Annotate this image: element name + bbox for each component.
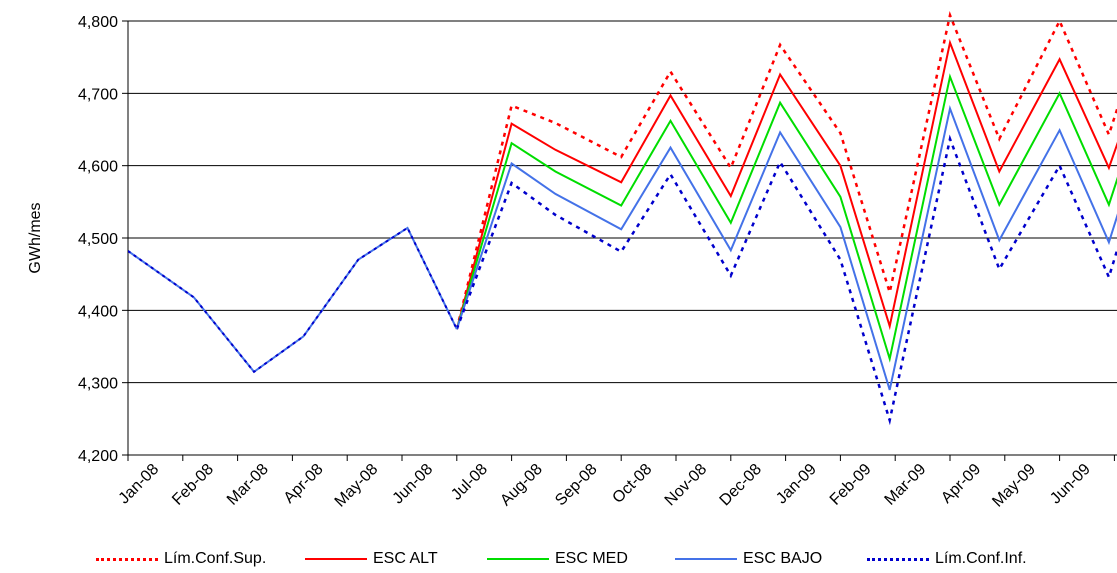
y-tick-label: 4,200 [78,448,118,465]
historical-line [128,226,458,374]
series-line-2 [455,73,1117,363]
gridlines [128,20,1117,456]
x-tick-label: Jul-08 [448,461,491,504]
x-tick-labels: Jan-08 Feb-08 Mar-08 Apr-08 May-08 Jun-08 Jul-… [116,461,1094,511]
series-line-1 [455,39,1117,331]
x-tick-label: Mar-08 [224,461,272,509]
series-lines [128,10,1117,426]
x-tick-label: Jan-08 [116,461,163,508]
line-chart: 4,200 4,300 4,400 4,500 4,600 4,700 4,800 Jan-… [27,10,1117,511]
legend-item-alt: ESC ALT [305,545,438,573]
x-tick-label: Nov-08 [662,461,711,510]
legend-item-sup: Lím.Conf.Sup. [96,545,266,573]
legend-item-inf: Lím.Conf.Inf. [867,545,1027,573]
x-tick-label: May-09 [989,461,1039,511]
x-tick-label: Dec-08 [717,461,766,510]
historical-line-overlay [128,226,458,374]
x-tick-label: Sep-08 [552,461,601,510]
x-tick-label: Jan-09 [773,461,820,508]
x-tick-label: Oct-08 [609,461,655,507]
legend-label-sup: Lím.Conf.Sup. [164,550,267,567]
legend-swatch-sup [96,557,158,561]
series-line-0 [455,10,1117,330]
legend-swatch-inf [867,557,929,561]
y-tick-label: 4,800 [78,14,118,31]
legend: Lím.Conf.Sup. ESC ALT ESC MED ESC BAJO L… [0,545,1117,573]
y-tick-label: 4,600 [78,159,118,176]
x-tick-label: Apr-08 [281,461,327,507]
axes [122,20,1115,461]
y-tick-label: 4,500 [78,231,118,248]
y-axis-label: GWh/mes [27,202,44,273]
legend-label-bajo: ESC BAJO [743,550,823,567]
x-tick-label: Apr-09 [938,461,984,507]
legend-label-med: ESC MED [555,550,628,567]
legend-item-bajo: ESC BAJO [675,545,822,573]
y-tick-labels: 4,200 4,300 4,400 4,500 4,600 4,700 4,800 [78,14,118,465]
legend-swatch-alt [305,558,367,560]
y-tick-label: 4,700 [78,86,118,103]
legend-label-inf: Lím.Conf.Inf. [935,550,1027,567]
y-tick-label: 4,300 [78,376,118,393]
x-tick-label: Jun-08 [390,461,437,508]
x-tick-label: Jun-09 [1047,461,1094,508]
x-tick-label: May-08 [332,461,382,511]
legend-item-med: ESC MED [487,545,628,573]
x-tick-label: Feb-08 [169,461,217,509]
series-line-3 [455,104,1117,391]
x-tick-label: Aug-08 [497,461,546,510]
legend-swatch-bajo [675,558,737,560]
series-line-4 [455,134,1117,426]
y-tick-label: 4,400 [78,303,118,320]
x-tick-label: Feb-09 [827,461,875,509]
legend-swatch-med [487,558,549,560]
x-tick-label: Mar-09 [882,461,930,509]
legend-label-alt: ESC ALT [373,550,438,567]
